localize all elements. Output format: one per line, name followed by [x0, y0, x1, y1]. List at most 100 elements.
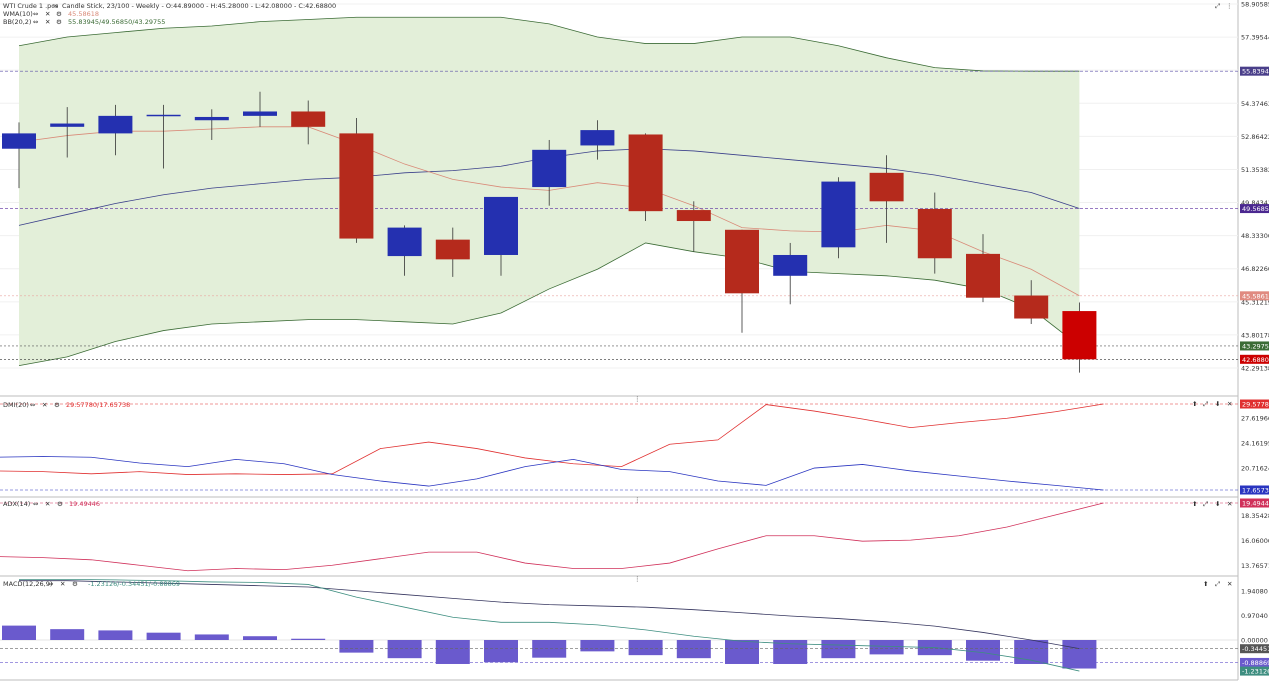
macd-signal-tag: -1.23126: [1242, 668, 1269, 676]
visibility-icon[interactable]: ⇔: [30, 401, 36, 409]
expand-icon[interactable]: ⤢: [1215, 580, 1221, 588]
price-panel-controls: ⤢ ⋮: [1215, 2, 1233, 10]
price-tick-label: 46.82260: [1241, 265, 1269, 273]
macd-histogram-bar: [676, 640, 711, 659]
candle: [869, 155, 904, 243]
instrument-name: WTI Crude 1 .pcs: [3, 2, 59, 10]
settings-icon[interactable]: ⚙: [56, 10, 62, 18]
close-panel-icon[interactable]: ✕: [1227, 400, 1232, 408]
move-up-icon[interactable]: ⬆: [1192, 400, 1197, 408]
candle: [725, 229, 759, 333]
dmi-minus-line: [0, 456, 1104, 491]
macd-tick-label: 0.97040: [1241, 612, 1268, 620]
adx-tag: 19.49446: [1242, 500, 1269, 508]
macd-histogram-bar: [98, 630, 133, 640]
candle: [435, 227, 470, 277]
remove-indicator-icon[interactable]: ✕: [60, 580, 65, 588]
remove-indicator-icon[interactable]: ✕: [42, 401, 47, 409]
resize-handle-icon[interactable]: ⋮: [634, 395, 641, 403]
price-tick-label: 48.33300: [1241, 232, 1269, 240]
resize-handle-icon[interactable]: ⋮: [634, 575, 641, 583]
settings-icon[interactable]: ⚙: [72, 580, 78, 588]
adx-value: 19.49446: [69, 500, 100, 508]
candle-body: [917, 208, 952, 259]
dmi-minus-tag-bg: [1240, 485, 1269, 495]
expand-icon[interactable]: ⤢: [1215, 2, 1221, 10]
macd-panel[interactable]: [0, 579, 1238, 672]
price-tick-label: 54.37463: [1241, 100, 1269, 108]
candle-body: [821, 181, 856, 248]
bb-lower-line: [18, 242, 1080, 367]
remove-indicator-icon[interactable]: ✕: [45, 500, 50, 508]
bb-label: BB(20,2): [3, 18, 31, 26]
candle: [532, 139, 567, 206]
macd-histogram-bar: [869, 640, 904, 655]
macd-values: -1.23126/-0.34451/-0.88869: [88, 580, 180, 588]
dmi-tick-label: 24.16195: [1241, 440, 1269, 448]
macd-histogram-bar: [484, 640, 518, 663]
adx-tag-bg: [1240, 498, 1269, 508]
price-panel[interactable]: [0, 3, 1238, 373]
price-axis: 58.9058557.3954455.8850354.3746352.86422…: [1240, 1, 1269, 676]
visibility-icon[interactable]: ⇔: [33, 18, 39, 26]
dmi-label: DMI(20): [3, 401, 29, 409]
macd-histogram-bar: [532, 640, 567, 658]
macd-histogram-bar: [725, 640, 759, 664]
macd-signal-line: [19, 579, 1080, 672]
candle: [773, 242, 808, 305]
visibility-icon[interactable]: ⇔: [33, 500, 39, 508]
settings-icon[interactable]: ⚙: [54, 401, 60, 409]
visibility-icon[interactable]: ⇔: [48, 580, 54, 588]
visibility-icon[interactable]: ⇔: [33, 10, 39, 18]
move-up-icon[interactable]: ⬆: [1203, 580, 1208, 588]
dmi-tick-label: 27.61966: [1241, 415, 1269, 423]
candle-body: [966, 253, 1000, 298]
dmi-panel-controls: ⬆ ⤢ ⬇ ✕: [1192, 400, 1232, 408]
move-up-icon[interactable]: ⬆: [1192, 500, 1197, 508]
candle: [1014, 280, 1049, 324]
move-down-icon[interactable]: ⬇: [1215, 400, 1220, 408]
settings-icon[interactable]: ⚙: [56, 18, 62, 26]
candle: [146, 104, 181, 169]
dmi-legend: DMI(20) ⇔ ✕ ⚙ 29.57780/17.65738: [3, 401, 130, 409]
candle-body: [50, 123, 85, 127]
close-panel-icon[interactable]: ✕: [1227, 580, 1232, 588]
resize-handle-icon[interactable]: ⋮: [634, 496, 641, 504]
price-tick-label: 57.39544: [1241, 34, 1269, 42]
candle: [243, 91, 277, 127]
candle-body: [2, 133, 36, 149]
macd-histogram-bar: [194, 634, 229, 640]
expand-icon[interactable]: ⤢: [1203, 400, 1209, 408]
macd-histogram-bar: [243, 636, 277, 640]
price-tick-label: 58.90585: [1241, 1, 1269, 9]
macd-histogram-bar: [628, 640, 663, 656]
adx-line: [0, 502, 1104, 572]
candle: [2, 122, 36, 189]
macd-tick-label: 0.00000: [1241, 637, 1268, 645]
candle-body: [676, 210, 711, 222]
dmi-panel[interactable]: [0, 403, 1238, 491]
price-tick-label: 45.31219: [1241, 298, 1269, 306]
macd-histogram-bar: [821, 640, 856, 659]
macd-line-tag: -0.88869: [1242, 659, 1269, 667]
link-icon[interactable]: ⇔: [53, 2, 59, 10]
settings-icon[interactable]: ⚙: [57, 500, 63, 508]
candle: [484, 196, 518, 276]
move-down-icon[interactable]: ⬇: [1215, 500, 1220, 508]
remove-indicator-icon[interactable]: ✕: [45, 10, 50, 18]
close-panel-icon[interactable]: ✕: [1227, 500, 1232, 508]
price-tick-label: 49.84341: [1241, 199, 1269, 207]
macd-histogram-bar: [387, 640, 422, 659]
candle: [1062, 302, 1097, 373]
panel-menu-icon[interactable]: ⋮: [1226, 2, 1233, 10]
adx-legend: ADX(14) ⇔ ✕ ⚙ 19.49446: [3, 500, 100, 508]
macd-line: [19, 580, 1080, 649]
macd-histogram-bar: [435, 640, 470, 664]
candle: [50, 107, 85, 158]
remove-indicator-icon[interactable]: ✕: [45, 18, 50, 26]
expand-icon[interactable]: ⤢: [1203, 500, 1209, 508]
candle-body: [725, 229, 759, 294]
macd-hist-tag: -0.34451: [1242, 645, 1269, 653]
adx-panel[interactable]: [0, 502, 1238, 572]
